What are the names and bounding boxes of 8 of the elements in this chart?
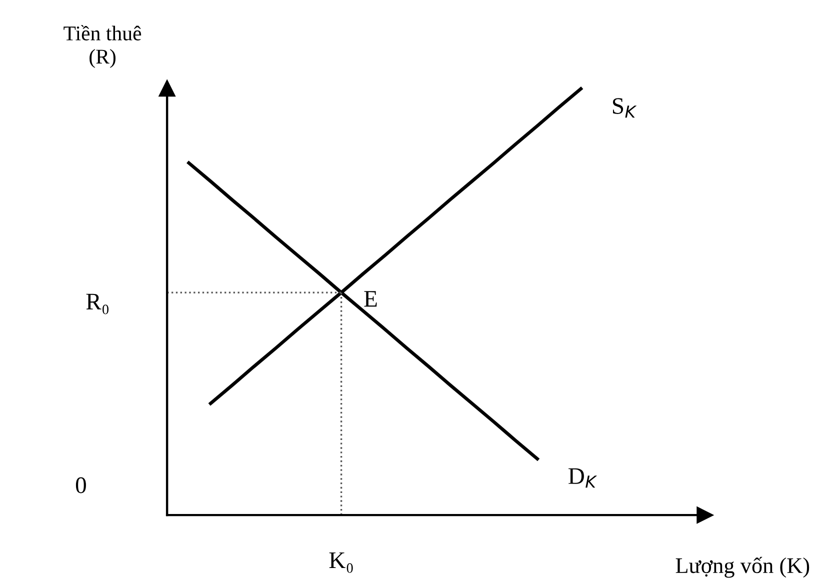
series-label: D$_{K}$ <box>568 468 598 488</box>
ref-line-label: R₀ <box>86 294 108 314</box>
annotation: E <box>364 291 377 307</box>
text: K₀ <box>329 552 353 573</box>
series-label: S$_{K}$ <box>612 98 637 118</box>
text: 0 <box>76 477 86 494</box>
y-axis-title: Tiền thuê (R) <box>64 25 142 68</box>
x-axis-title: Lượng vốn (K) <box>676 556 810 578</box>
